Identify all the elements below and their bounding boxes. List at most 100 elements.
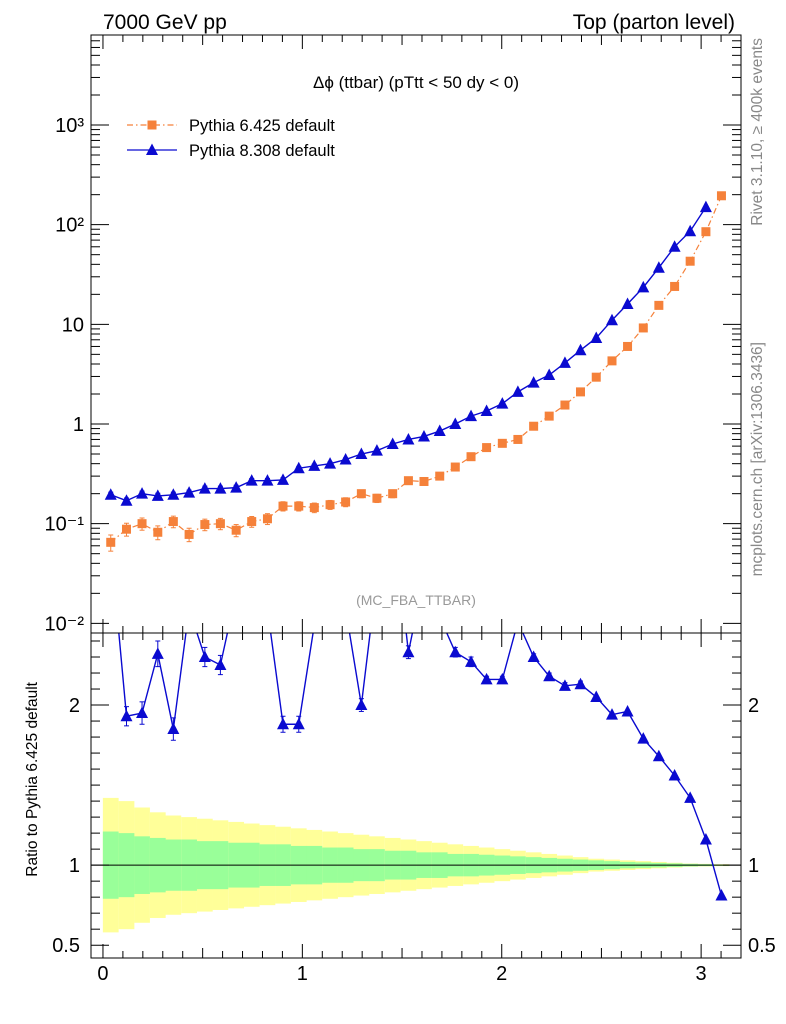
data-point	[607, 356, 617, 366]
data-point	[231, 525, 241, 535]
ratio-point	[214, 658, 227, 671]
data-point	[544, 411, 554, 421]
ratio-plot-panel: 0.5 0.5 1 1 2 2 0 1 2 3 Ratio to Pythia 6.425 de…	[24, 570, 776, 985]
ratio-point	[715, 889, 728, 901]
data-point	[215, 519, 225, 529]
main-y-tick-label: 10²	[55, 215, 84, 237]
data-point	[511, 385, 524, 397]
plot-title: Δϕ (ttbar) (pTtt < 50 dy < 0)	[313, 73, 519, 92]
data-point	[513, 434, 523, 444]
data-point	[356, 489, 366, 499]
ratio-point	[465, 655, 478, 667]
ratio-point	[277, 717, 290, 730]
series-line	[110, 206, 707, 502]
legend: Pythia 6.425 default Pythia 8.308 default	[127, 117, 335, 160]
ratio-point	[590, 690, 603, 703]
x-tick-label: 1	[297, 963, 308, 985]
ratio-point	[496, 672, 509, 685]
data-point	[324, 457, 337, 469]
data-point	[214, 482, 227, 494]
data-point	[339, 453, 352, 465]
data-point	[591, 372, 601, 382]
data-point	[198, 482, 211, 494]
ratio-y-tick-label-left: 0.5	[52, 935, 80, 957]
data-point	[183, 486, 196, 498]
data-point	[668, 240, 681, 252]
ratio-point	[418, 570, 430, 582]
ratio-point	[668, 768, 681, 781]
ratio-point	[449, 645, 462, 658]
data-point	[184, 529, 194, 539]
ratio-point	[512, 615, 524, 627]
data-point	[153, 527, 163, 537]
main-y-tick-label: 10⁻²	[45, 613, 85, 635]
data-point	[386, 437, 399, 450]
data-point	[670, 281, 680, 291]
data-point	[419, 476, 429, 486]
data-point	[292, 461, 305, 474]
x-tick-label: 0	[97, 963, 108, 985]
data-point	[621, 297, 634, 309]
data-point	[167, 488, 180, 500]
data-point	[277, 473, 290, 485]
ratio-point	[574, 677, 587, 690]
ratio-y-tick-labels: 0.5 0.5 1 1 2 2	[52, 695, 776, 957]
rivet-version-label: Rivet 3.1.10, ≥ 400k events	[749, 38, 766, 226]
data-point	[309, 503, 319, 513]
data-point	[433, 424, 446, 437]
data-point	[245, 474, 258, 486]
ratio-point	[527, 650, 540, 663]
ratio-point	[261, 602, 273, 614]
x-tick-label: 2	[496, 963, 507, 985]
ratio-plot-frame	[90, 632, 742, 959]
ratio-point	[246, 602, 258, 614]
ratio-point	[699, 833, 712, 845]
ratio-point	[183, 602, 195, 614]
data-point	[168, 517, 178, 527]
x-tick-labels: 0 1 2 3	[97, 963, 706, 985]
analysis-watermark: (MC_FBA_TTBAR)	[356, 592, 476, 608]
ratio-point	[402, 645, 415, 658]
main-plot-panel: 10⁻² 10⁻¹ 1 10 10² 10³ Δϕ (ttbar) (pTtt < 50 …	[45, 34, 742, 635]
data-point	[137, 519, 147, 529]
data-point	[355, 447, 368, 460]
ratio-axis-ticks	[91, 633, 742, 958]
data-point	[699, 200, 712, 213]
ratio-point	[434, 610, 446, 622]
data-point	[200, 520, 210, 530]
ratio-line	[118, 633, 723, 896]
ratio-point	[637, 732, 650, 744]
data-point	[480, 404, 493, 417]
legend-label: Pythia 6.425 default	[189, 117, 335, 135]
data-point	[575, 387, 585, 397]
ratio-point	[120, 709, 133, 722]
ratio-point	[230, 586, 242, 598]
data-point	[261, 474, 274, 486]
data-point	[402, 432, 415, 445]
main-axis-ticks	[91, 34, 742, 633]
data-point	[574, 343, 587, 356]
main-y-tick-label: 10	[62, 314, 84, 336]
data-point	[716, 191, 726, 201]
ratio-point	[621, 704, 634, 717]
data-point	[230, 481, 243, 493]
data-point	[623, 341, 633, 351]
legend-marker	[147, 120, 157, 130]
data-point	[417, 429, 430, 442]
data-point	[605, 313, 618, 326]
main-y-tick-label: 10³	[55, 115, 84, 137]
data-point	[558, 356, 571, 368]
ratio-point	[167, 722, 180, 735]
main-y-tick-label: 1	[73, 414, 84, 436]
data-point	[543, 368, 556, 381]
data-point	[388, 489, 398, 499]
mcplots-reference-label: mcplots.cern.ch [arXiv:1306.3436]	[749, 342, 766, 576]
legend-marker	[146, 143, 158, 155]
data-point	[449, 417, 462, 430]
x-tick-label: 3	[696, 963, 707, 985]
data-point	[325, 500, 335, 510]
series-line	[110, 195, 723, 543]
ratio-y-tick-label-left: 2	[69, 695, 80, 717]
data-point	[497, 438, 507, 448]
data-point	[527, 376, 540, 388]
